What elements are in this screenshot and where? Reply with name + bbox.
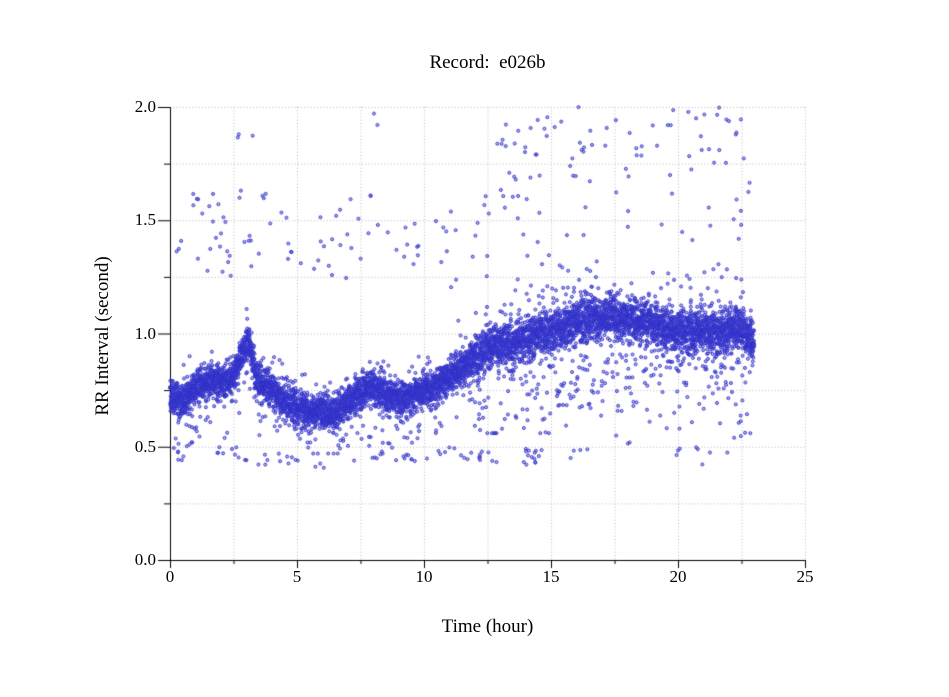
y-tick-label: 1.0 [134,323,156,343]
x-tick-label: 25 [796,567,814,586]
chart-title: Record: e026b [429,52,546,73]
x-tick-label: 10 [415,567,433,586]
y-tick-label: 0.0 [134,550,156,569]
x-tick-label: 15 [542,567,560,586]
y-tick-label: 0.5 [134,436,156,456]
y-tick-label: 2.0 [134,97,156,116]
y-tick-label: 1.5 [134,210,156,230]
y-axis-label: RR Interval (second) [92,256,113,416]
x-tick-label: 5 [292,567,302,586]
x-tick-label: 20 [669,567,687,586]
x-axis-label: Time (hour) [441,616,534,637]
x-tick-label: 0 [165,567,175,586]
